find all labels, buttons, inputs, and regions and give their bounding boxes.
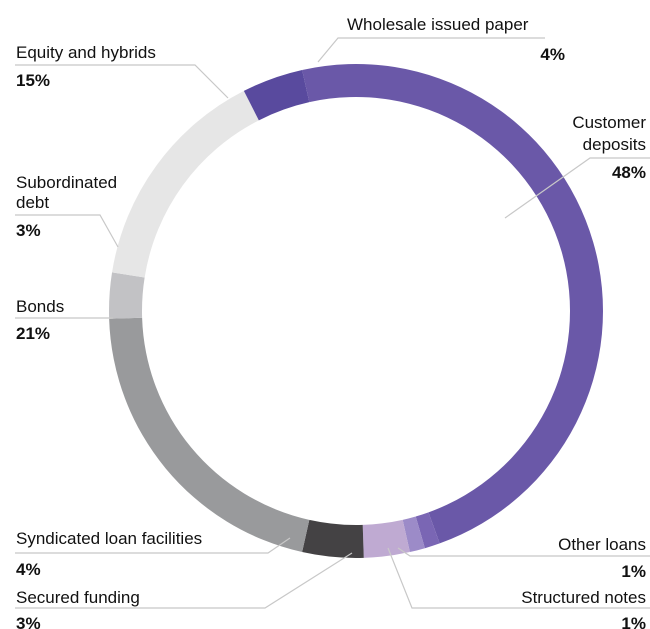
segment-subordinated-debt	[109, 272, 145, 319]
value-subordinated-debt: 3%	[16, 221, 41, 240]
segment-labels: Wholesale issued paper 4% Equity and hyb…	[16, 15, 646, 629]
segment-other-loans	[415, 512, 440, 549]
label-structured-notes: Structured notes	[521, 588, 646, 607]
segment-structured-notes	[402, 516, 425, 553]
label-subordinated-debt-line2: debt	[16, 193, 49, 212]
value-syndicated-loan-facilities: 4%	[16, 560, 41, 579]
value-bonds: 21%	[16, 324, 50, 343]
label-bonds: Bonds	[16, 297, 64, 316]
segment-bonds	[109, 317, 310, 553]
value-structured-notes: 1%	[621, 614, 646, 629]
segment-equity-and-hybrids	[112, 90, 259, 278]
value-other-loans: 1%	[621, 562, 646, 581]
label-customer-deposits-line2: deposits	[583, 135, 646, 154]
label-syndicated-loan-facilities: Syndicated loan facilities	[16, 529, 202, 548]
label-subordinated-debt-line1: Subordinated	[16, 173, 117, 192]
label-customer-deposits-line1: Customer	[572, 113, 646, 132]
donut-segments	[109, 64, 603, 558]
label-other-loans: Other loans	[558, 535, 646, 554]
value-customer-deposits: 48%	[612, 163, 646, 182]
leader-lines	[15, 37, 650, 609]
label-equity-and-hybrids: Equity and hybrids	[16, 43, 156, 62]
segment-wholesale-issued-paper	[243, 69, 310, 121]
value-secured-funding: 3%	[16, 614, 41, 629]
label-secured-funding: Secured funding	[16, 588, 140, 607]
label-wholesale-issued-paper: Wholesale issued paper	[347, 15, 529, 34]
value-wholesale-issued-paper: 4%	[540, 45, 565, 64]
segment-secured-funding	[362, 519, 410, 558]
value-equity-and-hybrids: 15%	[16, 71, 50, 90]
segment-customer-deposits	[302, 64, 603, 544]
segment-syndicated-loan-facilities	[302, 519, 364, 558]
